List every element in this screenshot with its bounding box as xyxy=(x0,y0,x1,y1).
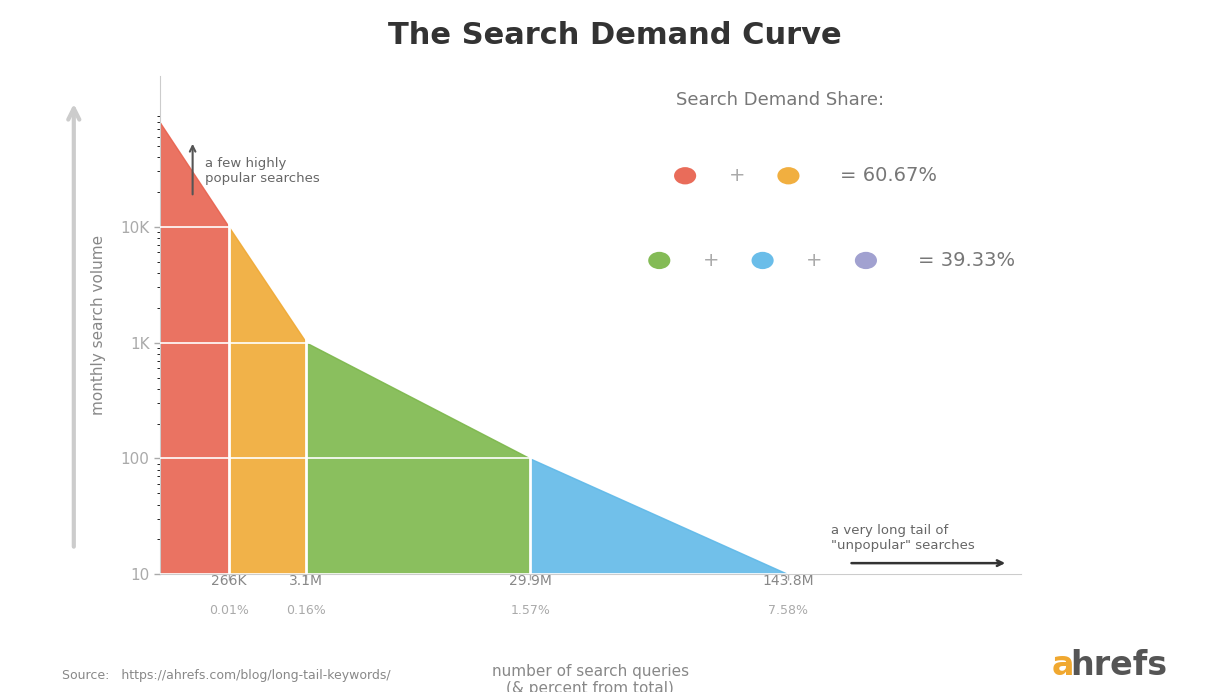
Text: 143.8M: 143.8M xyxy=(763,574,814,588)
Text: = 60.67%: = 60.67% xyxy=(840,166,937,185)
Text: +: + xyxy=(728,166,745,185)
Text: +: + xyxy=(702,251,720,270)
Text: +: + xyxy=(806,251,823,270)
Text: number of search queries
(& percent from total): number of search queries (& percent from… xyxy=(492,664,689,692)
Text: a very long tail of
"unpopular" searches: a very long tail of "unpopular" searches xyxy=(831,525,975,552)
Text: Source:   https://ahrefs.com/blog/long-tail-keywords/: Source: https://ahrefs.com/blog/long-tai… xyxy=(62,668,390,682)
Text: Search Demand Share:: Search Demand Share: xyxy=(676,91,884,109)
Text: 29.9M: 29.9M xyxy=(509,574,551,588)
Text: 1.57%: 1.57% xyxy=(510,604,550,617)
Text: 266K: 266K xyxy=(212,574,246,588)
Text: = 39.33%: = 39.33% xyxy=(918,251,1015,270)
Y-axis label: monthly search volume: monthly search volume xyxy=(91,235,106,415)
Text: a few highly
popular searches: a few highly popular searches xyxy=(204,158,320,185)
Text: 0.16%: 0.16% xyxy=(287,604,326,617)
Text: hrefs: hrefs xyxy=(1070,648,1167,682)
Text: a: a xyxy=(1052,648,1074,682)
Text: 0.01%: 0.01% xyxy=(209,604,248,617)
Text: 3.1M: 3.1M xyxy=(289,574,323,588)
Text: The Search Demand Curve: The Search Demand Curve xyxy=(389,21,841,50)
Text: 7.58%: 7.58% xyxy=(769,604,808,617)
